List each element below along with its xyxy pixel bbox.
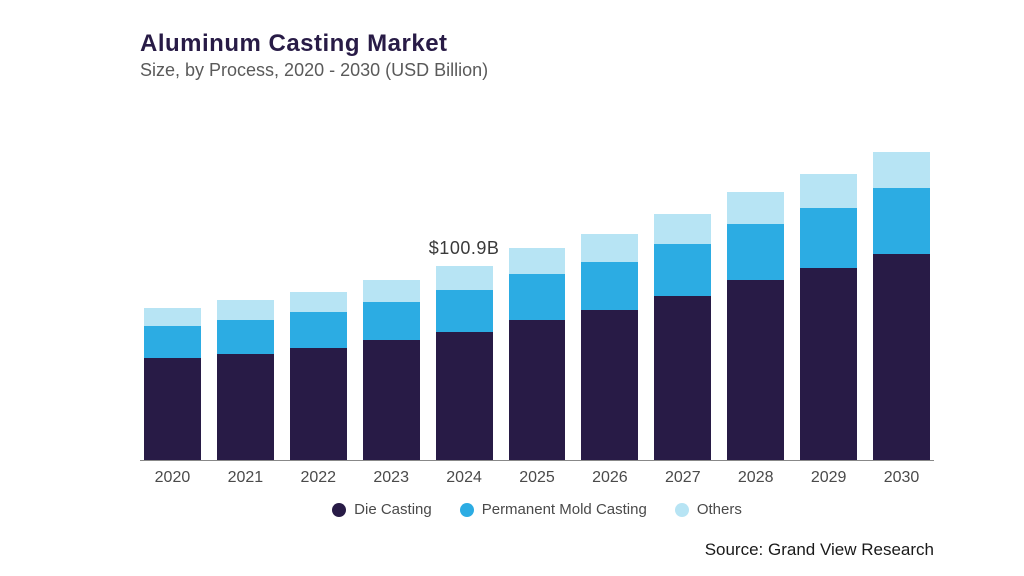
bar-segment (727, 192, 784, 224)
x-axis-label: 2021 (217, 469, 274, 487)
bar-segment (144, 308, 201, 326)
stacked-bar (727, 192, 784, 460)
bar-column (144, 308, 201, 460)
bar-segment (290, 348, 347, 460)
bar-segment (873, 254, 930, 460)
x-axis-label: 2026 (581, 469, 638, 487)
bar-column (436, 266, 493, 460)
bar-segment (727, 224, 784, 280)
chart-area: $100.9B 20202021202220232024202520262027… (140, 117, 934, 487)
bar-segment (290, 312, 347, 348)
chart-container: Aluminum Casting Market Size, by Process… (0, 0, 1024, 576)
bar-segment (436, 332, 493, 460)
bar-segment (800, 174, 857, 208)
stacked-bar (873, 152, 930, 460)
bar-column (290, 292, 347, 460)
bars-group (140, 141, 934, 461)
bar-segment (509, 274, 566, 320)
chart-subtitle: Size, by Process, 2020 - 2030 (USD Billi… (140, 60, 934, 81)
stacked-bar (436, 266, 493, 460)
bar-segment (727, 280, 784, 460)
bar-segment (290, 292, 347, 312)
x-axis-label: 2029 (800, 469, 857, 487)
x-axis-label: 2030 (873, 469, 930, 487)
bar-segment (436, 266, 493, 290)
bar-column (363, 280, 420, 460)
bar-segment (581, 262, 638, 310)
bar-column (581, 234, 638, 460)
bar-segment (581, 234, 638, 262)
stacked-bar (217, 300, 274, 460)
bar-segment (654, 296, 711, 460)
legend-swatch (460, 503, 474, 517)
bar-column (654, 214, 711, 460)
legend-item: Die Casting (332, 501, 432, 518)
bar-segment (217, 354, 274, 460)
stacked-bar (290, 292, 347, 460)
x-axis-label: 2022 (290, 469, 347, 487)
x-axis-labels: 2020 2021 2022 2023 2024 2025 2026 2027 2028 2029… (140, 469, 934, 487)
legend-item: Permanent Mold Casting (460, 501, 647, 518)
bar-segment (873, 188, 930, 254)
bar-segment (800, 208, 857, 268)
stacked-bar (654, 214, 711, 460)
bar-segment (509, 320, 566, 460)
bar-segment (800, 268, 857, 460)
bar-column (873, 152, 930, 460)
legend-swatch (332, 503, 346, 517)
bar-segment (654, 244, 711, 296)
bar-column (800, 174, 857, 460)
bar-segment (217, 300, 274, 320)
x-axis-label: 2023 (363, 469, 420, 487)
bar-segment (654, 214, 711, 244)
x-axis-label: 2024 (436, 469, 493, 487)
x-axis-label: 2027 (654, 469, 711, 487)
bar-segment (144, 358, 201, 460)
legend-label: Permanent Mold Casting (482, 501, 647, 518)
x-axis-label: 2028 (727, 469, 784, 487)
bar-column (727, 192, 784, 460)
legend-label: Die Casting (354, 501, 432, 518)
x-axis-label: 2025 (509, 469, 566, 487)
stacked-bar (509, 248, 566, 460)
stacked-bar (363, 280, 420, 460)
bar-segment (363, 302, 420, 340)
bar-column (509, 248, 566, 460)
legend-item: Others (675, 501, 742, 518)
bar-segment (363, 280, 420, 302)
stacked-bar (144, 308, 201, 460)
legend: Die Casting Permanent Mold Casting Others (140, 501, 934, 518)
legend-label: Others (697, 501, 742, 518)
stacked-bar (581, 234, 638, 460)
bar-column (217, 300, 274, 460)
chart-title: Aluminum Casting Market (140, 30, 934, 58)
bar-segment (217, 320, 274, 354)
stacked-bar (800, 174, 857, 460)
bar-segment (581, 310, 638, 460)
bar-segment (436, 290, 493, 332)
bar-segment (873, 152, 930, 188)
source-attribution: Source: Grand View Research (705, 540, 934, 560)
bar-segment (144, 326, 201, 358)
bar-segment (363, 340, 420, 460)
x-axis-label: 2020 (144, 469, 201, 487)
bar-segment (509, 248, 566, 274)
legend-swatch (675, 503, 689, 517)
